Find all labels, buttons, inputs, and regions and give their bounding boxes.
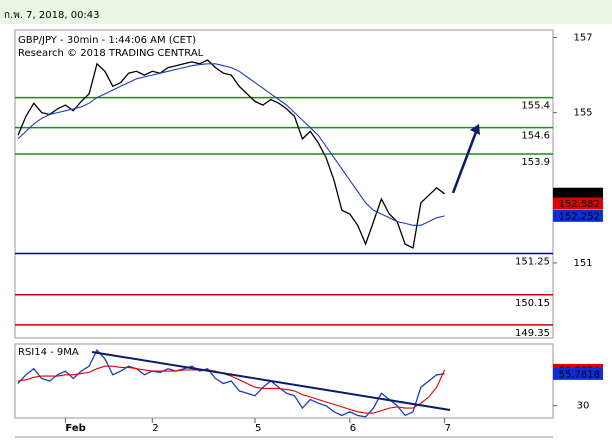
arrow-head (470, 124, 480, 135)
level-label: 150.15 (515, 298, 550, 309)
series-line (17, 349, 445, 418)
header-bar (0, 0, 612, 24)
price-marker (553, 187, 603, 200)
timestamp: ก.พ. 7, 2018, 00:43 (4, 10, 100, 21)
series-line (17, 63, 445, 226)
price-marker (553, 209, 603, 222)
series-line (17, 365, 446, 414)
rsi-panel (14, 343, 554, 419)
level-label: 153.9 (521, 157, 550, 168)
price-marker-label: 55.7818 (559, 369, 600, 380)
price-marker (553, 197, 603, 210)
level-label: 155.4 (521, 101, 550, 112)
y-tick-label: 157 (573, 33, 592, 44)
x-tick-label: Feb (65, 423, 85, 434)
x-tick-label: 5 (255, 423, 261, 434)
y-tick-label: 30 (577, 401, 590, 412)
series-line (17, 59, 445, 249)
y-tick-label: 151 (573, 258, 592, 269)
price-marker (553, 367, 603, 380)
chart-subtitle: Research © 2018 TRADING CENTRAL (18, 48, 204, 59)
chart-title: GBP/JPY - 30min - 1:44:06 AM (CET) (18, 35, 196, 46)
price-marker-label: 152.582 (559, 199, 600, 210)
plot: Feb 2 5 6 7 157 155 151 155.4 154.6 153.9 151.25 150… (15, 33, 603, 434)
x-tick-label: 6 (350, 423, 356, 434)
price-marker-label: 152.252 (559, 211, 600, 222)
rsi-title: RSI14 - 9MA (18, 347, 79, 358)
level-label: 149.35 (515, 328, 550, 339)
trend-line (91, 351, 451, 411)
x-tick-label: 7 (445, 423, 451, 434)
level-label: 151.25 (515, 256, 550, 267)
level-label: 154.6 (521, 131, 550, 142)
price-marker-label: 152.841 (559, 189, 600, 200)
x-tick-label: 2 (152, 423, 158, 434)
price-panel (14, 29, 554, 339)
forecast-arrow (451, 131, 478, 194)
y-tick-label: 155 (573, 108, 592, 119)
